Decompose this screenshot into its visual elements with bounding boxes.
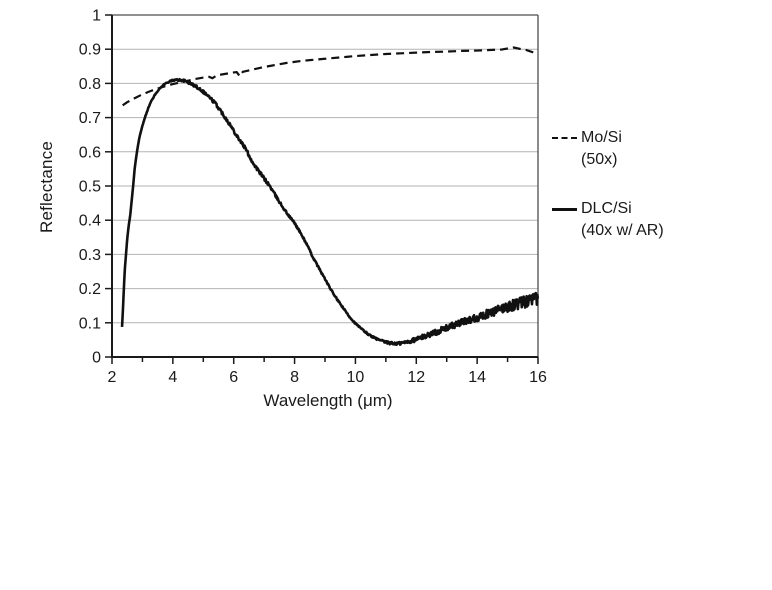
x-tick-label: 2 xyxy=(108,369,117,386)
y-tick-label: 0.4 xyxy=(79,213,101,230)
x-axis-title: Wavelength (μm) xyxy=(263,391,393,410)
x-tick-label: 4 xyxy=(168,369,177,386)
y-tick-label: 1 xyxy=(92,8,101,25)
y-tick-label: 0.7 xyxy=(79,110,101,127)
y-tick-label: 0.3 xyxy=(79,247,101,264)
dashed-line-sample-icon xyxy=(552,137,577,139)
x-tick-label: 10 xyxy=(347,369,365,386)
y-tick-label: 0.2 xyxy=(79,281,101,298)
series-line-dlcsi xyxy=(120,77,540,346)
legend-series-name: Mo/Si xyxy=(581,129,622,146)
y-tick-label: 0.5 xyxy=(79,179,101,196)
legend: Mo/Si (50x) DLC/Si (40x w/ AR) xyxy=(552,127,752,269)
x-tick-label: 6 xyxy=(229,369,238,386)
y-tick-label: 0.6 xyxy=(79,144,101,161)
y-tick-label: 0.8 xyxy=(79,76,101,93)
y-tick-label: 0 xyxy=(92,350,101,367)
solid-line-sample-icon xyxy=(552,208,577,211)
legend-series-qualifier: (50x) xyxy=(581,151,618,168)
x-tick-label: 14 xyxy=(468,369,486,386)
y-axis-title: Reflectance xyxy=(37,141,56,233)
series-line-mosi xyxy=(122,46,539,107)
legend-text-mosi: Mo/Si (50x) xyxy=(581,127,622,171)
legend-series-name: DLC/Si xyxy=(581,200,632,217)
x-tick-label: 16 xyxy=(529,369,547,386)
y-tick-label: 0.1 xyxy=(79,315,101,332)
legend-item-dlcsi: DLC/Si (40x w/ AR) xyxy=(552,198,752,242)
x-tick-label: 8 xyxy=(290,369,299,386)
y-tick-label: 0.9 xyxy=(79,42,101,59)
legend-series-qualifier: (40x w/ AR) xyxy=(581,222,664,239)
legend-text-dlcsi: DLC/Si (40x w/ AR) xyxy=(581,198,664,242)
legend-item-mosi: Mo/Si (50x) xyxy=(552,127,752,171)
x-tick-label: 12 xyxy=(407,369,425,386)
